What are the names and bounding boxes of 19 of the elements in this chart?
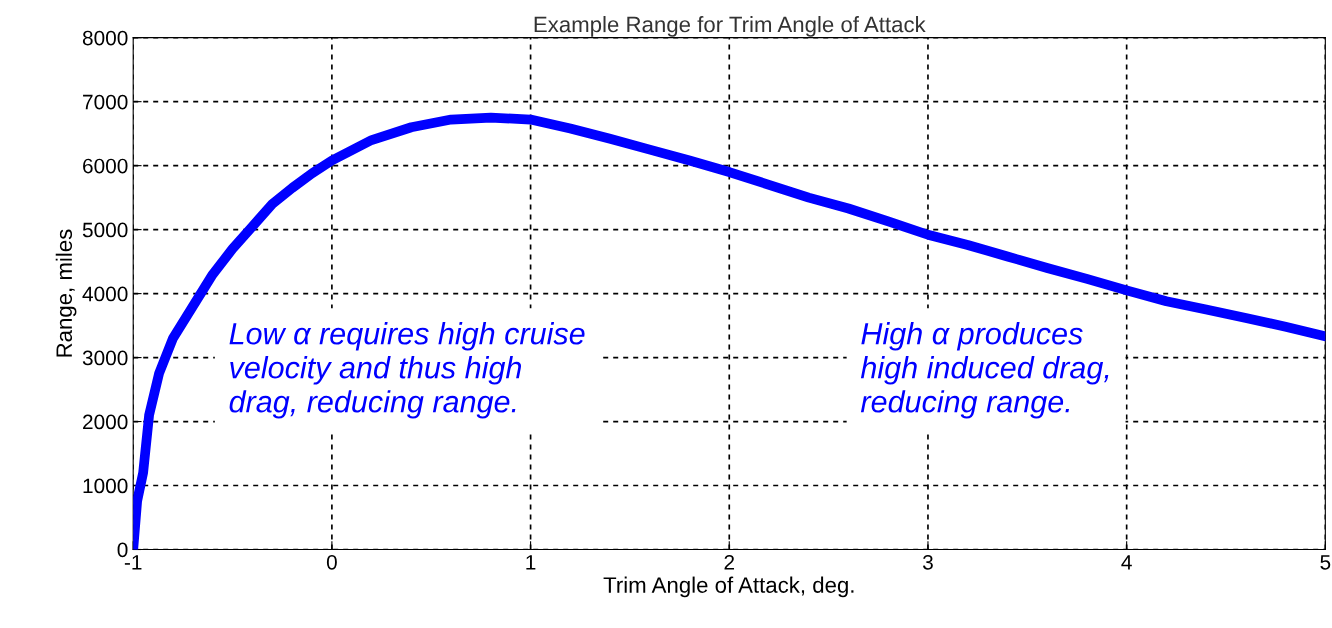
- annotation: High α produces high induced drag, reducing range.: [860, 322, 1109, 419]
- chart-title: Example Range for Trim Angle of Attack: [534, 16, 926, 37]
- y-tick-label: 3000: [82, 350, 128, 366]
- y-tick-label: 8000: [82, 30, 128, 46]
- x-axis-title: Trim Angle of Attack, deg.: [603, 576, 854, 598]
- x-tick-label: 3: [922, 554, 933, 570]
- y-axis-title: Range, miles: [55, 229, 77, 357]
- y-tick-label: 5000: [82, 222, 128, 238]
- y-tick-label: 4000: [82, 286, 128, 302]
- y-tick-label: 2000: [83, 414, 128, 430]
- x-tick-label: 2: [724, 554, 735, 570]
- y-tick-label: 7000: [83, 94, 128, 110]
- y-tick-label: 6000: [83, 158, 128, 174]
- x-tick-label: 1: [526, 555, 536, 570]
- x-tick-label: 5: [1320, 555, 1331, 570]
- x-tick-label: 4: [1121, 555, 1132, 570]
- y-tick-label: 1000: [83, 478, 128, 494]
- annotation: Low α requires high cruise velocity and thus high drag, reducing range.: [229, 322, 585, 419]
- x-tick-label: 0: [326, 554, 337, 570]
